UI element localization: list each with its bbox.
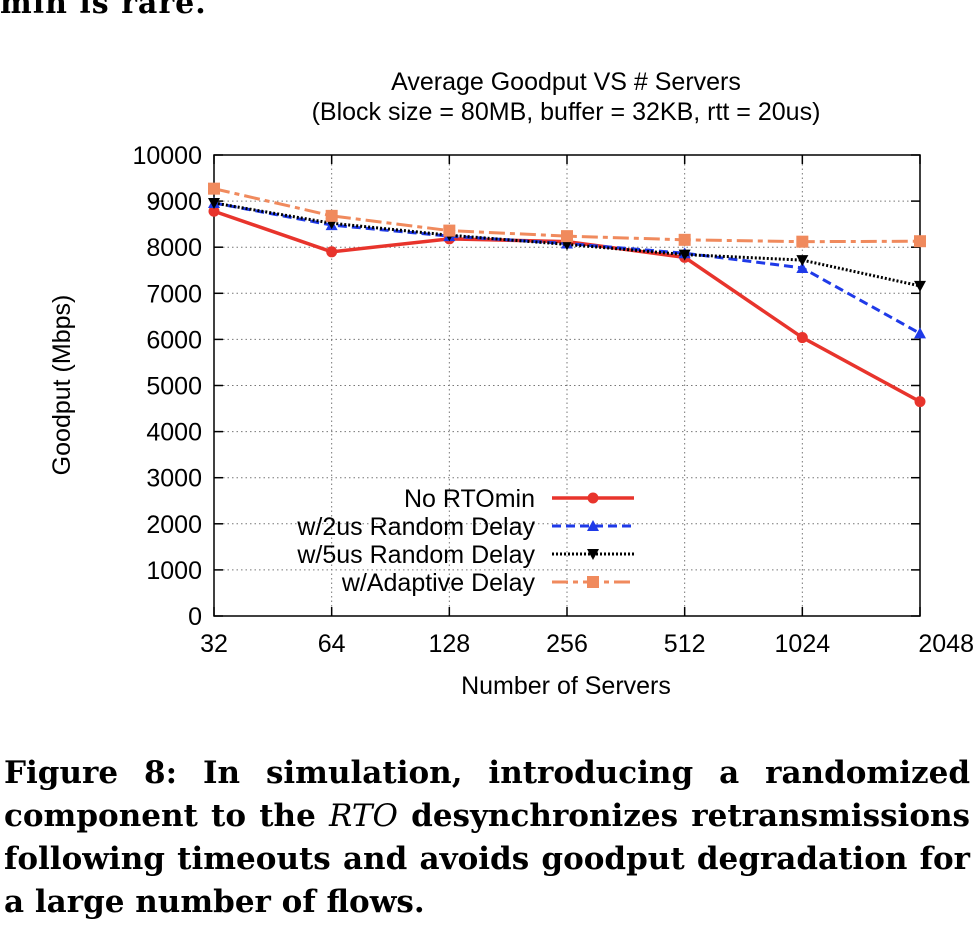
x-tick-label: 1024 [775,630,831,658]
goodput-line-chart: Average Goodput VS # Servers (Block size… [48,68,974,700]
data-point [587,576,599,588]
y-tick-label: 8000 [146,234,202,262]
data-point [325,209,338,222]
data-point [796,235,809,248]
legend-label: w/2us Random Delay [296,513,535,541]
x-tick-label: 256 [546,630,588,658]
x-tick-label: 64 [318,630,346,658]
y-tick-label: 10000 [132,142,202,170]
y-tick-label: 4000 [146,419,202,447]
data-point [443,224,456,237]
x-tick-label: 512 [664,630,706,658]
data-point [208,182,220,195]
data-point [796,332,808,344]
x-tick-label: 32 [200,630,228,658]
y-tick-label: 0 [188,603,202,631]
legend-label: w/5us Random Delay [296,541,535,569]
legend-label: w/Adaptive Delay [341,569,536,597]
data-point [587,520,599,531]
y-axis-label: Goodput (Mbps) [48,295,76,476]
chart-title: Average Goodput VS # Servers [391,68,741,96]
y-tick-label: 7000 [146,280,202,308]
caption-label: Figure 8: [4,755,178,791]
data-point [208,197,220,209]
series-4 [208,182,926,248]
caption-text-before: In simulation, introducing a randomized … [4,755,970,834]
data-point [914,396,926,408]
data-point [587,549,599,560]
x-axis-label: Number of Servers [461,672,671,700]
chart-subtitle: (Block size = 80MB, buffer = 32KB, rtt =… [312,98,821,126]
data-point [326,246,338,258]
x-tick-label: 2048 [918,630,974,658]
y-tick-label: 5000 [146,373,202,401]
figure-caption: Figure 8: In simulation, introducing a r… [4,752,970,924]
data-point [914,280,926,292]
data-point [208,205,220,217]
x-tick-label: 128 [428,630,470,658]
y-tick-label: 6000 [146,326,202,354]
data-point [796,255,809,267]
axis-ticks: 0 1000 2000 3000 4000 5000 6000 7000 8000 9000 100… [132,142,974,658]
series-lines [208,182,926,408]
y-tick-label: 9000 [146,188,202,216]
data-point [914,327,926,339]
data-point [678,249,691,261]
y-tick-label: 3000 [146,465,202,493]
y-tick-label: 1000 [146,557,202,585]
data-point [914,235,926,248]
legend-label: No RTOmin [404,485,535,513]
caption-rto-term: RTO [329,798,398,834]
data-point [796,261,809,273]
data-point [587,492,599,504]
data-point [561,230,573,243]
data-point [678,233,691,246]
preceding-text-fragment: min is rare. [0,0,207,21]
data-point [561,239,573,251]
caption-text-after: desynchronizes retransmissions following… [4,798,970,920]
y-tick-label: 2000 [146,511,202,539]
